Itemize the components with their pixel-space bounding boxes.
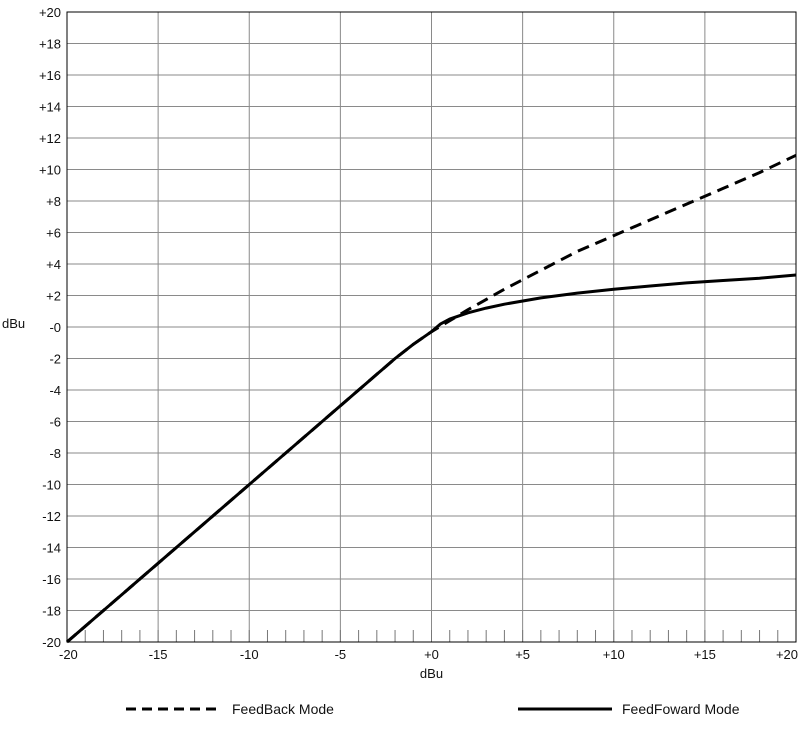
legend: FeedBack Mode FeedFoward Mode — [126, 701, 740, 717]
y-tick-label: +20 — [39, 5, 61, 20]
y-tick-label: +10 — [39, 163, 61, 178]
y-tick-label: -0 — [49, 320, 61, 335]
y-tick-label: +14 — [39, 100, 61, 115]
plot-frame — [66, 11, 797, 643]
y-tick-label: -18 — [42, 604, 61, 619]
y-tick-label: -6 — [49, 415, 61, 430]
y-tick-label: +2 — [46, 289, 61, 304]
y-tick-label: -2 — [49, 352, 61, 367]
y-tick-label: -20 — [42, 635, 61, 650]
y-tick-label: -14 — [42, 541, 61, 556]
grid — [66, 11, 797, 643]
y-tick-label: -16 — [42, 572, 61, 587]
x-tick-label: +20 — [776, 647, 798, 662]
x-axis-title: dBu — [420, 666, 443, 681]
y-tick-label: +6 — [46, 226, 61, 241]
y-tick-label: -8 — [49, 446, 61, 461]
series — [66, 153, 797, 644]
x-tick-label: -15 — [149, 647, 168, 662]
y-axis-title: dBu — [2, 316, 25, 331]
y-tick-label: +16 — [39, 68, 61, 83]
y-tick-label: +18 — [39, 37, 61, 52]
x-tick-label: -10 — [240, 647, 259, 662]
x-tick-label: +0 — [424, 647, 439, 662]
x-tick-label: +10 — [603, 647, 625, 662]
x-tick-label: -5 — [335, 647, 347, 662]
y-tick-labels: +20 +18 +16 +14 +12 +10 +8 +6 +4 +2 -0 -2 -4 -6 -8 -10 -… — [39, 5, 61, 650]
x-tick-label: +15 — [694, 647, 716, 662]
x-tick-labels: -20 -15 -10 -5 +0 +5 +10 +15 +20 — [59, 647, 798, 662]
y-tick-label: -12 — [42, 509, 61, 524]
x-tick-label: -20 — [59, 647, 78, 662]
legend-label-feedback: FeedBack Mode — [232, 701, 334, 717]
y-tick-label: +4 — [46, 257, 61, 272]
minor-ticks — [66, 630, 797, 642]
y-tick-label: -4 — [49, 383, 61, 398]
y-tick-label: +8 — [46, 194, 61, 209]
legend-label-feedforward: FeedFoward Mode — [622, 701, 740, 717]
y-tick-label: +12 — [39, 131, 61, 146]
x-tick-label: +5 — [515, 647, 530, 662]
y-tick-label: -10 — [42, 478, 61, 493]
series-line-feedforward — [66, 273, 797, 644]
